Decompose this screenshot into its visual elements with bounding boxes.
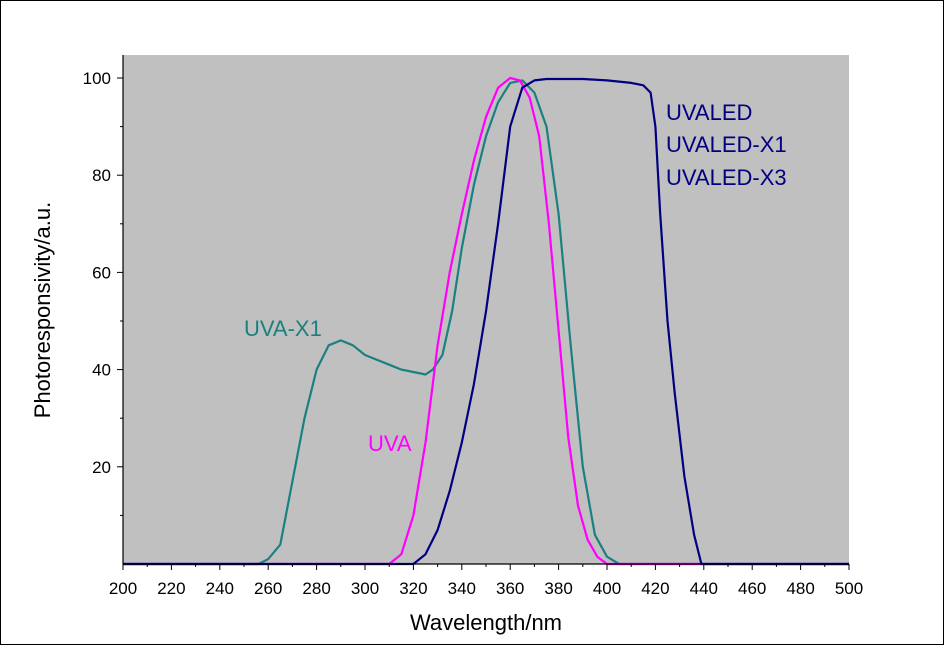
x-tick-label-480: 480 — [786, 579, 814, 598]
x-tick-label-280: 280 — [302, 579, 330, 598]
x-tick-label-360: 360 — [496, 579, 524, 598]
x-tick-label-300: 300 — [351, 579, 379, 598]
x-tick-label-240: 240 — [206, 579, 234, 598]
x-axis-title: Wavelength/nm — [410, 610, 562, 635]
x-tick-label-200: 200 — [109, 579, 137, 598]
y-tick-label-20: 20 — [92, 458, 111, 477]
y-tick-label-40: 40 — [92, 361, 111, 380]
y-tick-label-60: 60 — [92, 263, 111, 282]
annotation-uvaled-x3: UVALED-X3 — [666, 165, 787, 190]
annotation-uvaled-x1: UVALED-X1 — [666, 132, 787, 157]
annotation-uva: UVA — [368, 431, 412, 456]
y-tick-label-100: 100 — [83, 69, 111, 88]
x-tick-label-380: 380 — [544, 579, 572, 598]
series-line-uva — [123, 76, 849, 566]
x-tick-label-500: 500 — [835, 579, 863, 598]
x-tick-label-220: 220 — [157, 579, 185, 598]
annotation-uva-x1: UVA-X1 — [244, 316, 322, 341]
series-line-uvaled — [123, 77, 849, 566]
x-tick-label-440: 440 — [690, 579, 718, 598]
x-tick-label-320: 320 — [399, 579, 427, 598]
annotation-uvaled: UVALED — [666, 100, 752, 125]
x-tick-label-340: 340 — [448, 579, 476, 598]
y-axis-title: Photoresponsivity/a.u. — [30, 202, 55, 418]
x-tick-label-400: 400 — [593, 579, 621, 598]
x-tick-label-260: 260 — [254, 579, 282, 598]
x-tick-label-420: 420 — [641, 579, 669, 598]
y-tick-label-80: 80 — [92, 166, 111, 185]
x-tick-label-460: 460 — [738, 579, 766, 598]
series-line-uva-x1 — [123, 79, 849, 566]
